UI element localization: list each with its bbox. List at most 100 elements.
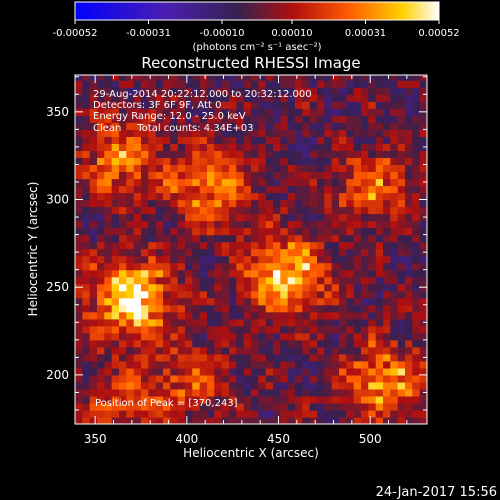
heatmap-cell: [251, 143, 259, 151]
heatmap-cell: [302, 417, 311, 424]
heatmap-cell: [346, 87, 355, 95]
heatmap-cell: [82, 75, 91, 81]
heatmap-cell: [287, 304, 296, 313]
heatmap-cell: [170, 199, 179, 208]
heatmap-cell: [82, 388, 91, 397]
heatmap-cell: [390, 346, 399, 355]
heatmap-cell: [353, 417, 362, 424]
heatmap-cell: [339, 150, 347, 158]
heatmap-cell: [383, 276, 391, 285]
heatmap-cell: [412, 143, 421, 151]
heatmap-cell: [273, 129, 281, 137]
heatmap-cell: [273, 241, 281, 250]
heatmap-cell: [192, 199, 201, 208]
heatmap-cell: [324, 129, 333, 137]
heatmap-cell: [258, 115, 267, 123]
heatmap-cell: [419, 325, 427, 334]
heatmap-cell: [148, 262, 157, 271]
heatmap-cell: [295, 94, 303, 102]
heatmap-cell: [214, 381, 223, 390]
heatmap-cell: [82, 367, 91, 376]
heatmap-cell: [339, 367, 347, 376]
heatmap-cell: [82, 234, 91, 243]
heatmap-cell: [383, 417, 391, 424]
heatmap-cell: [273, 157, 281, 165]
heatmap-cell: [163, 87, 171, 95]
heatmap-cell: [346, 339, 355, 348]
heatmap-cell: [89, 143, 98, 151]
heatmap-cell: [214, 388, 223, 397]
heatmap-cell: [104, 234, 113, 243]
heatmap-cell: [331, 234, 340, 243]
heatmap-cell: [302, 213, 311, 222]
heatmap-cell: [295, 136, 303, 144]
heatmap-cell: [324, 150, 333, 158]
heatmap-cell: [148, 395, 157, 404]
heatmap-cell: [287, 290, 296, 299]
heatmap-cell: [383, 241, 391, 250]
heatmap-cell: [302, 171, 311, 180]
heatmap-cell: [221, 332, 230, 341]
heatmap-cell: [192, 101, 201, 109]
heatmap-cell: [199, 192, 208, 201]
heatmap-cell: [229, 276, 237, 285]
heatmap-cell: [361, 164, 369, 172]
heatmap-cell: [331, 199, 340, 208]
heatmap-cell: [89, 325, 98, 334]
heatmap-cell: [163, 262, 171, 271]
heatmap-cell: [236, 185, 245, 194]
heatmap-cell: [302, 255, 311, 264]
heatmap-cell: [302, 318, 311, 327]
heatmap-cell: [104, 311, 113, 320]
heatmap-cell: [119, 206, 127, 215]
heatmap-cell: [346, 115, 355, 123]
heatmap-cell: [89, 318, 98, 327]
heatmap-cell: [287, 381, 296, 390]
heatmap-cell: [155, 234, 164, 243]
heatmap-cell: [111, 234, 120, 243]
heatmap-cell: [148, 276, 157, 285]
heatmap-cell: [177, 178, 186, 187]
heatmap-cell: [375, 388, 384, 397]
heatmap-cell: [412, 136, 421, 144]
heatmap-cell: [383, 367, 391, 376]
heatmap-cell: [104, 122, 113, 130]
heatmap-cell: [170, 339, 179, 348]
heatmap-cell: [133, 332, 142, 341]
heatmap-cell: [229, 417, 237, 424]
heatmap-cell: [419, 164, 427, 172]
heatmap-cell: [295, 388, 303, 397]
heatmap-cell: [207, 346, 215, 355]
heatmap-cell: [207, 80, 215, 88]
heatmap-cell: [155, 269, 164, 278]
heatmap-cell: [177, 346, 186, 355]
heatmap-cell: [331, 129, 340, 137]
heatmap-cell: [346, 395, 355, 404]
heatmap-cell: [265, 206, 274, 215]
heatmap-cell: [287, 262, 296, 271]
heatmap-cell: [331, 417, 340, 424]
heatmap-cell: [207, 410, 215, 418]
heatmap-cell: [339, 241, 347, 250]
heatmap-cell: [82, 417, 91, 424]
heatmap-cell: [199, 199, 208, 208]
heatmap-cell: [339, 332, 347, 341]
heatmap-cell: [170, 206, 179, 215]
heatmap-cell: [148, 178, 157, 187]
heatmap-cell: [295, 150, 303, 158]
heatmap-cell: [375, 269, 384, 278]
heatmap-cell: [383, 297, 391, 306]
heatmap-cell: [141, 332, 149, 341]
heatmap-cell: [221, 206, 230, 215]
heatmap-cell: [97, 290, 105, 299]
heatmap-cell: [324, 213, 333, 222]
heatmap-cell: [405, 94, 413, 102]
heatmap-cell: [273, 339, 281, 348]
heatmap-cell: [412, 353, 421, 362]
heatmap-cell: [111, 143, 120, 151]
heatmap-cell: [361, 136, 369, 144]
heatmap-cell: [214, 269, 223, 278]
heatmap-cell: [119, 199, 127, 208]
heatmap-cell: [309, 192, 318, 201]
heatmap-cell: [397, 234, 406, 243]
